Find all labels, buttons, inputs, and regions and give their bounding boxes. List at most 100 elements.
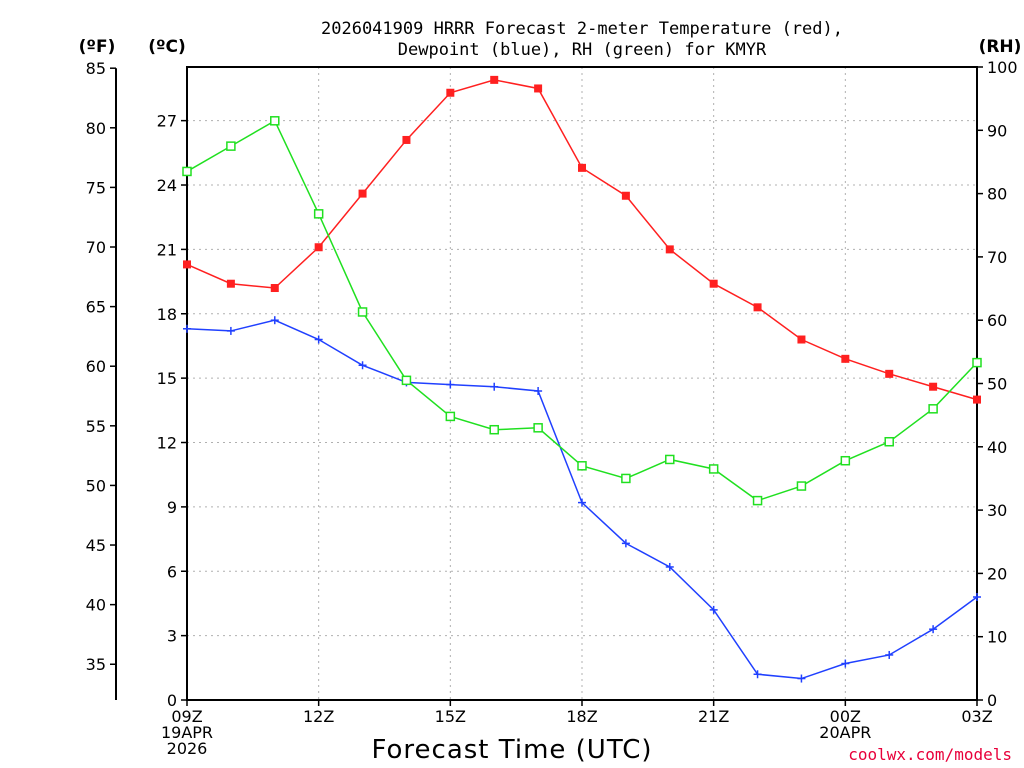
dewpoint-point <box>665 562 674 571</box>
data-series <box>182 75 982 683</box>
celsius-axis-unit-label: (ºC) <box>148 37 186 57</box>
dewpoint-point <box>534 387 543 396</box>
rh-tick-label: 0 <box>987 691 997 710</box>
temperature-point <box>402 135 411 144</box>
temperature-point <box>841 354 850 363</box>
rh-point <box>928 404 938 414</box>
temperature-point <box>490 75 499 84</box>
x-tick-label: 00Z <box>830 707 861 726</box>
celsius-tick-label: 9 <box>167 498 177 517</box>
dewpoint-point <box>929 625 938 634</box>
x-tick-label: 18Z <box>566 707 597 726</box>
temperature-point <box>885 369 894 378</box>
chart-title-line-1: 2026041909 HRRR Forecast 2-meter Tempera… <box>321 19 843 39</box>
series-temperature <box>183 75 981 404</box>
temperature-point <box>709 279 718 288</box>
rh-tick-label: 70 <box>987 248 1007 267</box>
temperature-point <box>797 335 806 344</box>
rh-point <box>533 423 543 433</box>
celsius-tick-label: 15 <box>157 369 177 388</box>
rh-tick-label: 30 <box>987 501 1007 520</box>
fahrenheit-tick-label: 45 <box>86 536 106 555</box>
temperature-point <box>621 191 630 200</box>
series-rh <box>182 116 982 506</box>
fahrenheit-tick-label: 85 <box>86 59 106 78</box>
rh-tick-label: 20 <box>987 564 1007 583</box>
rh-tick-label: 90 <box>987 121 1007 140</box>
dewpoint-point <box>226 326 235 335</box>
rh-point <box>270 116 280 126</box>
rh-point <box>357 307 368 317</box>
x-tick-label: 15Z <box>435 707 466 726</box>
rh-point <box>313 209 324 219</box>
dewpoint-point <box>314 335 323 344</box>
celsius-tick-label: 3 <box>167 627 177 646</box>
dewpoint-point <box>973 593 981 602</box>
rh-axis-unit-label: (RH) <box>979 37 1022 57</box>
dewpoint-point <box>797 674 806 683</box>
fahrenheit-tick-label: 35 <box>86 655 106 674</box>
dewpoint-point <box>621 539 630 548</box>
dewpoint-point <box>270 316 279 325</box>
rh-point <box>884 436 894 447</box>
chart-title: 2026041909 HRRR Forecast 2-meter Tempera… <box>321 19 843 60</box>
x-tick-label: 03Z <box>961 707 992 726</box>
rh-point <box>972 357 982 368</box>
dewpoint-point <box>841 659 850 668</box>
dewpoint-point <box>446 380 455 389</box>
fahrenheit-tick-label: 60 <box>86 357 106 376</box>
rh-tick-label: 80 <box>987 185 1007 204</box>
temperature-point <box>446 88 455 97</box>
celsius-tick-label: 21 <box>157 240 177 259</box>
rh-point <box>577 461 587 471</box>
temperature-point <box>665 245 674 254</box>
rh-point <box>665 454 675 465</box>
fahrenheit-tick-label: 75 <box>86 178 106 197</box>
celsius-tick-label: 6 <box>167 562 177 581</box>
x-tick-label: 20APR <box>819 723 871 742</box>
celsius-tick-label: 18 <box>157 305 177 324</box>
temperature-point <box>270 284 279 293</box>
rh-point <box>796 481 807 491</box>
rh-tick-label: 40 <box>987 438 1007 457</box>
dewpoint-point <box>183 324 191 333</box>
rh-point <box>182 166 192 177</box>
fahrenheit-axis-unit-label: (ºF) <box>79 37 116 57</box>
fahrenheit-tick-label: 40 <box>86 596 106 615</box>
dewpoint-point <box>709 605 718 614</box>
temperature-point <box>183 260 191 269</box>
x-axis-title: Forecast Time (UTC) <box>371 735 652 765</box>
rh-tick-label: 10 <box>987 628 1007 647</box>
dewpoint-point <box>358 361 367 370</box>
fahrenheit-tick-label: 50 <box>86 476 106 495</box>
rh-tick-label: 60 <box>987 311 1007 330</box>
temperature-point <box>578 163 586 172</box>
temperature-point <box>358 189 367 198</box>
chart-axes: 35 40 45 50 55 60 65 70 75 80 85 0 3 6 9 12 15 18 21 24 27 0 1… <box>86 58 1018 758</box>
x-tick-label: 19APR <box>161 723 213 742</box>
dewpoint-point <box>490 382 499 391</box>
celsius-tick-label: 24 <box>157 176 177 195</box>
dewpoint-point <box>578 498 586 507</box>
x-tick-label: 21Z <box>698 707 729 726</box>
x-tick-label: 12Z <box>303 707 334 726</box>
fahrenheit-tick-label: 55 <box>86 417 106 436</box>
fahrenheit-tick-label: 80 <box>86 119 106 138</box>
temperature-point <box>973 395 981 404</box>
rh-point <box>840 455 851 466</box>
temperature-point <box>534 84 543 93</box>
celsius-tick-label: 27 <box>157 112 177 131</box>
rh-tick-label: 100 <box>987 58 1018 77</box>
rh-point <box>752 495 763 506</box>
rh-point <box>226 141 236 151</box>
dewpoint-point <box>753 670 762 679</box>
x-tick-label: 2026 <box>167 739 208 758</box>
temperature-point <box>226 279 235 288</box>
source-credit: coolwx.com/models <box>848 745 1012 764</box>
fahrenheit-tick-label: 65 <box>86 298 106 317</box>
rh-point <box>708 464 719 474</box>
rh-point <box>621 473 631 484</box>
dewpoint-point <box>885 650 894 659</box>
